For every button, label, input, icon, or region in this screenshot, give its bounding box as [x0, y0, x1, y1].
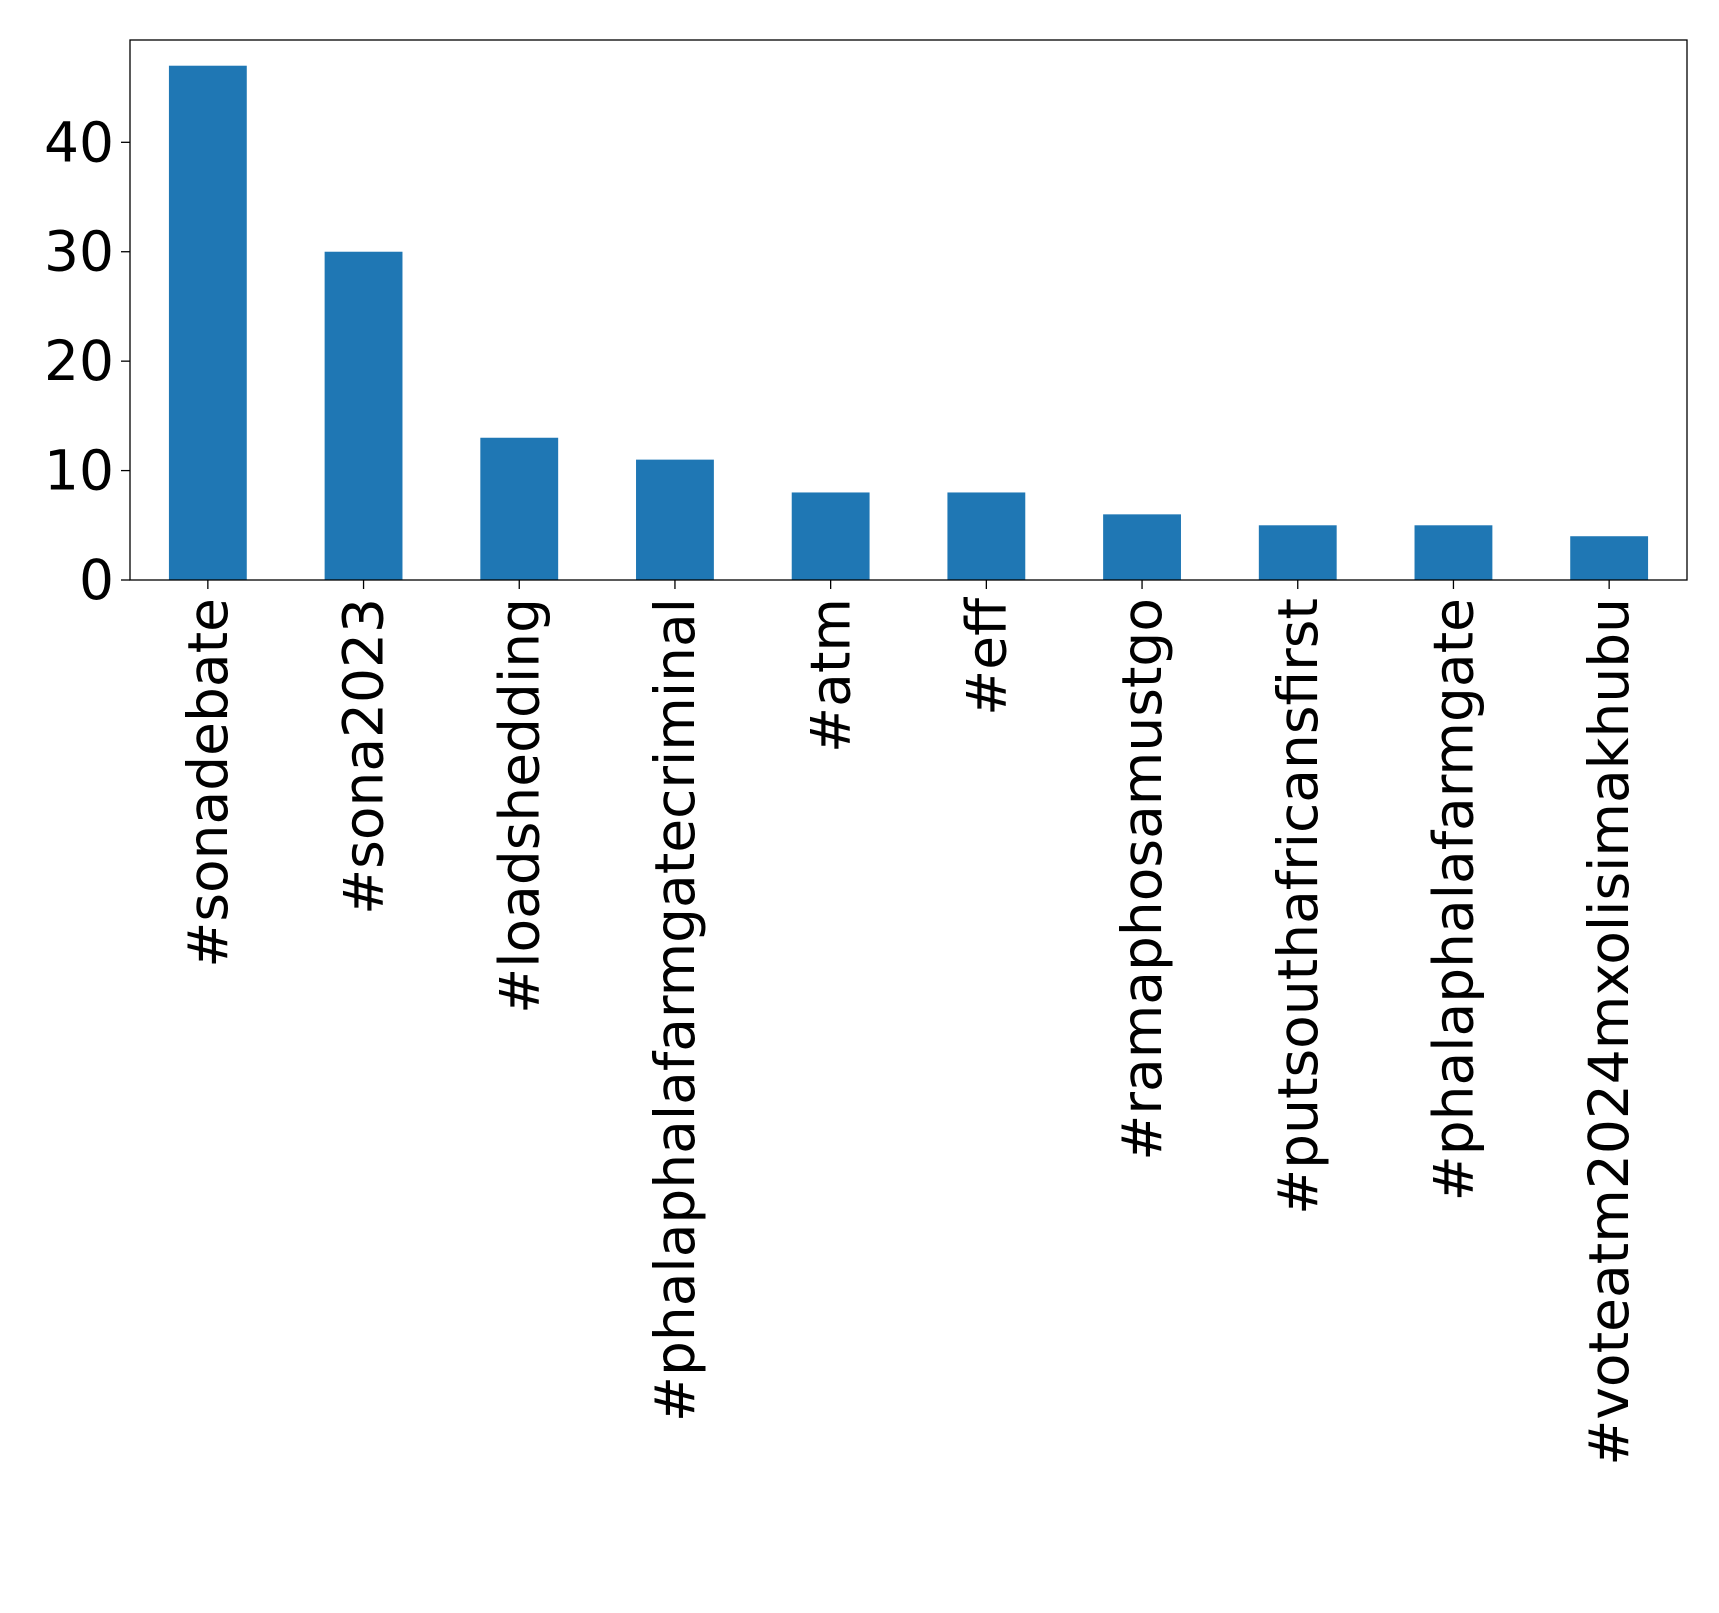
- x-tick-label: #sonadebate: [176, 598, 240, 968]
- x-axis: #sonadebate #sona2023 #loadshedding #phalap…: [176, 580, 1641, 1466]
- y-tick-label: 20: [44, 329, 114, 393]
- x-tick-label: #phalaphalafarmgate: [1421, 598, 1485, 1201]
- x-tick-label: #atm: [799, 598, 863, 753]
- x-tick-label: #loadshedding: [487, 598, 551, 1014]
- bars-group: [168, 65, 1649, 580]
- plot-frame: [129, 39, 1688, 581]
- x-tick-label: #phalaphalafarmgatecriminal: [643, 598, 707, 1422]
- bar-2: [480, 437, 559, 580]
- bar-3: [636, 459, 714, 580]
- bar-6: [1103, 514, 1181, 580]
- bar-5: [947, 492, 1026, 580]
- y-tick-label: 40: [44, 110, 114, 174]
- x-tick-label: #putsouthafricansfirst: [1266, 598, 1330, 1215]
- bar-1: [324, 251, 403, 580]
- y-axis: 0 10 20 30 40: [44, 110, 130, 612]
- x-tick-label: #voteatm2024mxolisimakhubu: [1577, 598, 1641, 1466]
- bar-7: [1258, 525, 1337, 580]
- bar-4: [791, 492, 870, 580]
- y-tick-label: 0: [79, 548, 114, 612]
- x-tick-label: #ramaphosamustgo: [1110, 598, 1174, 1161]
- bar-0: [168, 65, 247, 580]
- x-tick-label: #eff: [954, 597, 1018, 716]
- bar-8: [1414, 525, 1493, 580]
- bar-9: [1570, 536, 1649, 580]
- y-tick-label: 10: [44, 439, 114, 503]
- x-tick-label: #sona2023: [332, 598, 396, 915]
- y-tick-label: 30: [44, 220, 114, 284]
